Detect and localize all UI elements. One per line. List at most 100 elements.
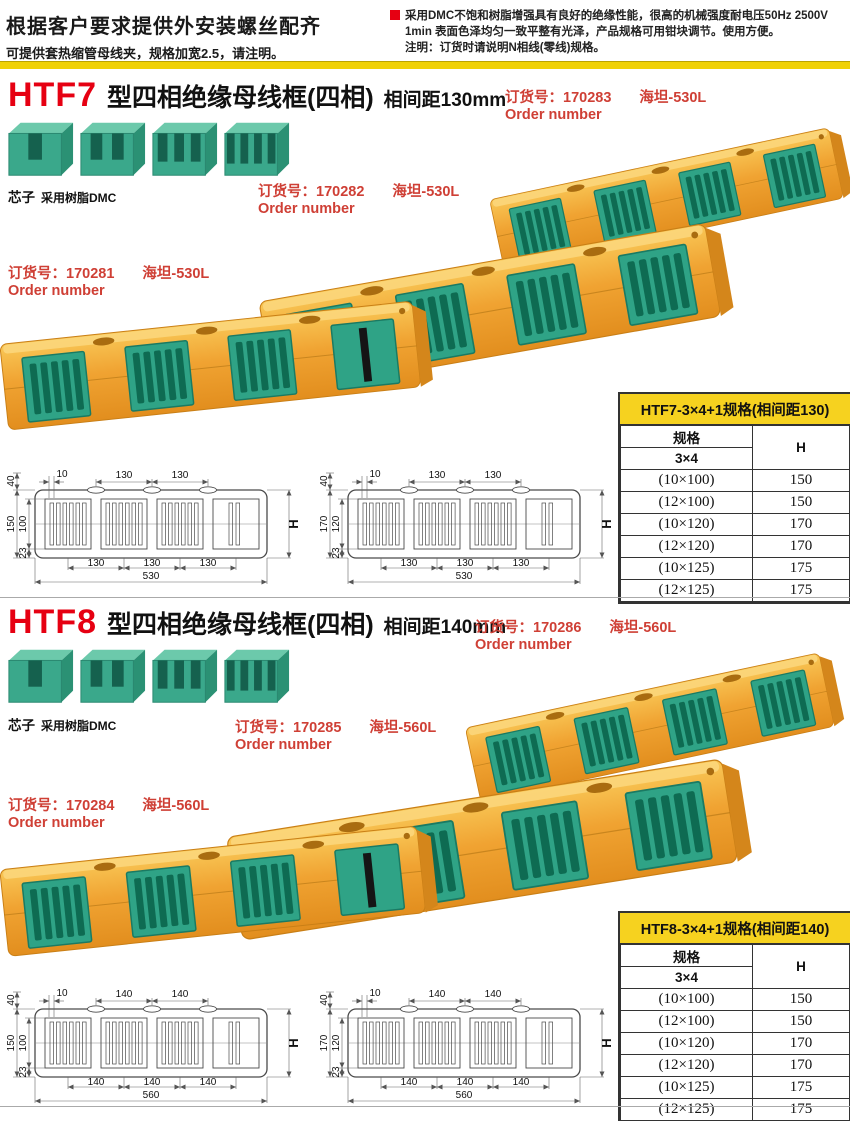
table-row: (10×125) 175 [620, 557, 850, 580]
svg-text:H: H [599, 519, 614, 528]
svg-text:130: 130 [172, 470, 189, 481]
core-block-photo-3 [149, 118, 219, 180]
order-number: 170284 [66, 798, 115, 814]
svg-text:170: 170 [319, 515, 330, 532]
svg-text:130: 130 [513, 558, 530, 569]
core-block-photo-1 [5, 645, 75, 707]
order-label-170285: 订货号：170285 海坦-560L Order number [235, 720, 436, 755]
order-prefix: 订货号： [8, 798, 66, 814]
table-row: (12×125) 175 [620, 579, 850, 602]
core-block-photo-3 [149, 645, 219, 707]
table-row: (10×120) 170 [620, 1032, 850, 1055]
svg-text:560: 560 [143, 1090, 160, 1101]
spec-table-htf8: HTF8-3×4+1规格(相间距140) 规格 H 3×4 (10×100) 150… [618, 911, 850, 1121]
order-number: 170285 [293, 720, 342, 736]
svg-text:H: H [286, 1038, 301, 1047]
svg-text:530: 530 [456, 571, 473, 582]
order-label-170283: 订货号：170283 海坦-530L Order number [505, 90, 706, 125]
note-text: 采用DMC不饱和树脂增强具有良好的绝缘性能，很高的机械强度耐电压50Hz 250… [405, 10, 828, 22]
phase-pitch: 相间距130mm [383, 90, 507, 111]
core-material: 采用树脂DMC [41, 719, 117, 733]
svg-text:40: 40 [319, 994, 330, 1006]
svg-text:130: 130 [144, 558, 161, 569]
header-notes: 采用DMC不饱和树脂增强具有良好的绝缘性能，很高的机械强度耐电压50Hz 250… [390, 8, 846, 56]
svg-text:140: 140 [144, 1077, 161, 1088]
svg-text:120: 120 [331, 1034, 342, 1051]
svg-text:150: 150 [6, 515, 17, 532]
core-caption: 芯子 采用树脂DMC [8, 186, 116, 207]
svg-text:23: 23 [331, 547, 342, 559]
svg-text:130: 130 [457, 558, 474, 569]
order-number: 170283 [563, 90, 612, 106]
order-number: 170282 [316, 184, 365, 200]
page-subtitle: 可提供套热缩管母线夹，规格加宽2.5，请注明。 [6, 46, 285, 61]
order-label-170284: 订货号：170284 海坦-560L Order number [8, 798, 209, 833]
svg-text:140: 140 [485, 989, 502, 1000]
table-row: (12×125) 175 [620, 1098, 850, 1121]
dimension-drawing-htf8-b: 10 140 140 40 170 120 23 140 140 140 560… [319, 988, 614, 1117]
note-line: 1min 表面色泽均匀一致平整有光泽，产品规格可用钳块调节。使用方便。 [405, 26, 781, 38]
yellow-divider-bar [0, 61, 850, 69]
col-header-spec: 规格 [620, 425, 753, 448]
svg-text:140: 140 [457, 1077, 474, 1088]
svg-text:23: 23 [18, 547, 29, 559]
svg-text:140: 140 [429, 989, 446, 1000]
core-block-photo-4 [221, 118, 291, 180]
model-code: HTF7 [8, 76, 97, 114]
svg-text:120: 120 [331, 515, 342, 532]
dimension-drawing-htf8-a: 10 140 140 40 150 100 23 140 140 140 560… [6, 988, 301, 1117]
svg-text:10: 10 [369, 469, 381, 480]
order-number: 170286 [533, 620, 582, 636]
order-prefix: 订货号： [475, 620, 533, 636]
table-row: (10×100) 150 [620, 469, 850, 492]
svg-text:140: 140 [200, 1077, 217, 1088]
svg-text:140: 140 [513, 1077, 530, 1088]
core-block-photo-2 [77, 118, 147, 180]
svg-text:560: 560 [456, 1090, 473, 1101]
svg-text:140: 140 [401, 1077, 418, 1088]
svg-text:23: 23 [18, 1066, 29, 1078]
order-series: 海坦-530L [639, 90, 707, 106]
svg-text:10: 10 [369, 988, 381, 999]
order-series: 海坦-560L [369, 720, 437, 736]
order-prefix: 订货号： [235, 720, 293, 736]
svg-text:40: 40 [6, 994, 17, 1006]
core-block-photo-1 [5, 118, 75, 180]
svg-text:130: 130 [116, 470, 133, 481]
core-block-photo-2 [77, 645, 147, 707]
order-sub: Order number [505, 107, 602, 124]
svg-text:140: 140 [172, 989, 189, 1000]
order-sub: Order number [235, 737, 332, 754]
header-left: 根据客户要求提供外安装螺丝配齐 可提供套热缩管母线夹，规格加宽2.5，请注明。 [6, 10, 321, 62]
order-sub: Order number [8, 283, 105, 300]
phase-pitch: 相间距140mm [383, 617, 507, 638]
svg-text:130: 130 [401, 558, 418, 569]
order-series: 海坦-530L [392, 184, 460, 200]
svg-text:130: 130 [88, 558, 105, 569]
table-row: (10×125) 175 [620, 1076, 850, 1099]
product-photo-frame-170284 [0, 813, 441, 966]
section-heading-htf8: HTF8 型四相绝缘母线框(四相) 相间距140mm [8, 603, 506, 642]
order-sub: Order number [8, 815, 105, 832]
section-heading-htf7: HTF7 型四相绝缘母线框(四相) 相间距130mm [8, 76, 506, 115]
core-label: 芯子 [8, 718, 35, 733]
core-caption: 芯子 采用树脂DMC [8, 714, 116, 735]
dimension-drawing-htf7-a: 10 130 130 40 150 100 23 130 130 130 530… [6, 469, 301, 598]
table-row: (12×100) 150 [620, 491, 850, 514]
core-block-photo-4 [221, 645, 291, 707]
svg-text:150: 150 [6, 1034, 17, 1051]
dimension-drawing-htf7-b: 10 130 130 40 170 120 23 130 130 130 530… [319, 469, 614, 598]
section-name: 型四相绝缘母线框(四相) [107, 611, 374, 639]
core-material: 采用树脂DMC [41, 191, 117, 205]
order-sub: Order number [258, 201, 355, 218]
svg-text:130: 130 [429, 470, 446, 481]
table-row: (12×120) 170 [620, 535, 850, 558]
note-line: 注明：订货时请说明N相线(零线)规格。 [405, 42, 605, 54]
svg-text:130: 130 [200, 558, 217, 569]
core-label: 芯子 [8, 190, 35, 205]
spec-size: 3×4 [620, 966, 753, 989]
order-prefix: 订货号： [258, 184, 316, 200]
svg-text:140: 140 [88, 1077, 105, 1088]
order-number: 170281 [66, 266, 115, 282]
order-sub: Order number [475, 637, 572, 654]
